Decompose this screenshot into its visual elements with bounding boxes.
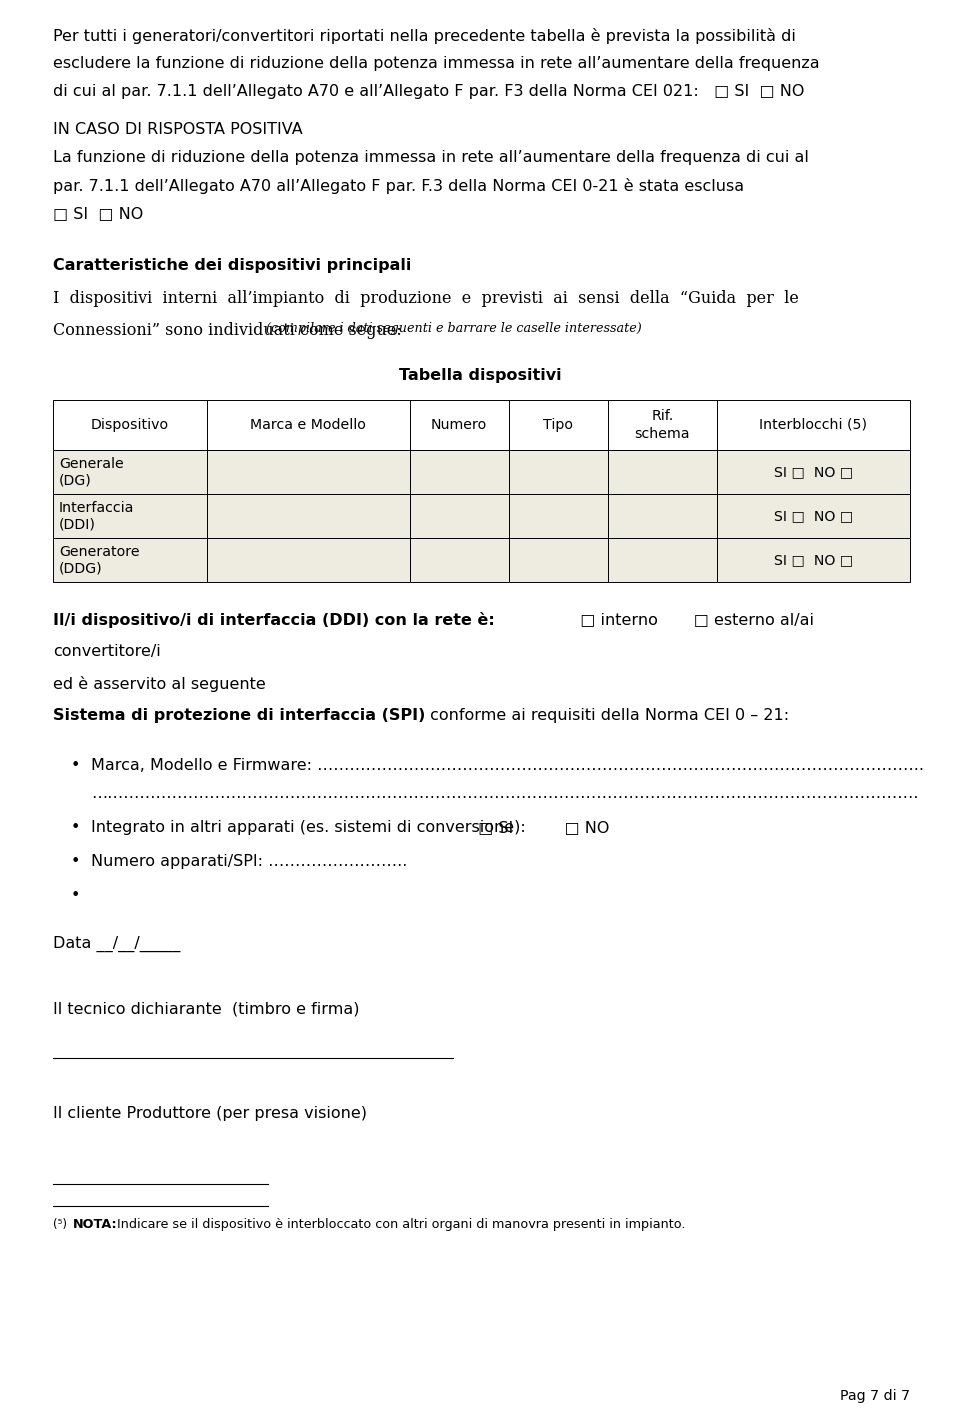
Text: •: •: [71, 888, 81, 903]
Text: SI □  NO □: SI □ NO □: [774, 466, 853, 478]
Text: •: •: [71, 854, 81, 869]
Text: I  dispositivi  interni  all’impianto  di  produzione  e  previsti  ai  sensi  d: I dispositivi interni all’impianto di pr…: [53, 291, 799, 308]
Bar: [608, 450, 717, 494]
Text: Per tutti i generatori/convertitori riportati nella precedente tabella è previst: Per tutti i generatori/convertitori ripo…: [53, 28, 796, 44]
Bar: [509, 494, 608, 538]
Text: ……………………………………………………………………………………………………………………………………….: ……………………………………………………………………………………………………………: [91, 786, 919, 801]
Text: Marca, Modello e Firmware: …………………………………………………………………………………………………..: Marca, Modello e Firmware: ……………………………………: [91, 758, 924, 773]
Text: (⁵): (⁵): [53, 1218, 67, 1230]
Text: escludere la funzione di riduzione della potenza immessa in rete all’aumentare d: escludere la funzione di riduzione della…: [53, 56, 820, 71]
Text: convertitore/i: convertitore/i: [53, 643, 160, 659]
Bar: [509, 538, 608, 581]
Text: Generale
(DG): Generale (DG): [59, 457, 124, 487]
Text: ed è asservito al seguente: ed è asservito al seguente: [53, 676, 266, 691]
Text: □ SI          □ NO: □ SI □ NO: [473, 820, 610, 835]
Text: Data __/__/_____: Data __/__/_____: [53, 935, 180, 952]
Bar: [53, 399, 206, 450]
Bar: [608, 399, 717, 450]
Bar: [608, 494, 717, 538]
Text: La funzione di riduzione della potenza immessa in rete all’aumentare della frequ: La funzione di riduzione della potenza i…: [53, 150, 809, 165]
Bar: [206, 399, 410, 450]
Text: Rif.
schema: Rif. schema: [635, 409, 690, 440]
Bar: [206, 450, 410, 494]
Text: Integrato in altri apparati (es. sistemi di conversione):: Integrato in altri apparati (es. sistemi…: [91, 820, 531, 835]
Bar: [410, 494, 509, 538]
Text: di cui al par. 7.1.1 dell’Allegato A70 e all’Allegato F par. F3 della Norma CEI : di cui al par. 7.1.1 dell’Allegato A70 e…: [53, 85, 804, 99]
Text: SI □  NO □: SI □ NO □: [774, 553, 853, 567]
Bar: [410, 538, 509, 581]
Bar: [53, 494, 206, 538]
Text: (compilare i dati seguenti e barrare le caselle interessate): (compilare i dati seguenti e barrare le …: [266, 322, 641, 334]
Text: Il/i dispositivo/i di interfaccia (DDI) con la rete è:: Il/i dispositivo/i di interfaccia (DDI) …: [53, 612, 494, 628]
Text: par. 7.1.1 dell’Allegato A70 all’Allegato F par. F.3 della Norma CEI 0-21 è stat: par. 7.1.1 dell’Allegato A70 all’Allegat…: [53, 178, 744, 193]
Bar: [509, 399, 608, 450]
Bar: [717, 494, 910, 538]
Bar: [410, 450, 509, 494]
Text: Il cliente Produttore (per presa visione): Il cliente Produttore (per presa visione…: [53, 1106, 367, 1120]
Text: IN CASO DI RISPOSTA POSITIVA: IN CASO DI RISPOSTA POSITIVA: [53, 121, 302, 137]
Text: Pag 7 di 7: Pag 7 di 7: [840, 1388, 910, 1403]
Text: Numero: Numero: [431, 418, 488, 432]
Text: Interblocchi (5): Interblocchi (5): [759, 418, 868, 432]
Text: Tipo: Tipo: [543, 418, 573, 432]
Text: Interfaccia
(DDI): Interfaccia (DDI): [59, 501, 134, 531]
Bar: [206, 494, 410, 538]
Bar: [717, 399, 910, 450]
Bar: [717, 450, 910, 494]
Bar: [53, 450, 206, 494]
Text: conforme ai requisiti della Norma CEI 0 – 21:: conforme ai requisiti della Norma CEI 0 …: [425, 708, 789, 722]
Bar: [509, 450, 608, 494]
Text: •: •: [71, 820, 81, 835]
Bar: [717, 538, 910, 581]
Text: Il tecnico dichiarante  (timbro e firma): Il tecnico dichiarante (timbro e firma): [53, 1002, 359, 1017]
Text: •: •: [71, 758, 81, 773]
Text: Connessioni” sono individuati come segue:: Connessioni” sono individuati come segue…: [53, 322, 407, 339]
Bar: [53, 538, 206, 581]
Text: NOTA:: NOTA:: [73, 1218, 118, 1230]
Bar: [410, 399, 509, 450]
Text: Sistema di protezione di interfaccia (SPI): Sistema di protezione di interfaccia (SP…: [53, 708, 425, 722]
Text: Marca e Modello: Marca e Modello: [251, 418, 366, 432]
Text: □ interno       □ esterno al/ai: □ interno □ esterno al/ai: [570, 612, 814, 626]
Text: Generatore
(DDG): Generatore (DDG): [59, 545, 139, 576]
Text: Dispositivo: Dispositivo: [91, 418, 169, 432]
Bar: [608, 538, 717, 581]
Text: Caratteristiche dei dispositivi principali: Caratteristiche dei dispositivi principa…: [53, 258, 412, 272]
Text: Tabella dispositivi: Tabella dispositivi: [398, 368, 562, 382]
Text: Numero apparati/SPI: ……………………..: Numero apparati/SPI: ……………………..: [91, 854, 407, 869]
Text: SI □  NO □: SI □ NO □: [774, 509, 853, 523]
Bar: [206, 538, 410, 581]
Text: □ SI  □ NO: □ SI □ NO: [53, 206, 143, 222]
Text: Indicare se il dispositivo è interbloccato con altri organi di manovra presenti : Indicare se il dispositivo è interblocca…: [113, 1218, 685, 1230]
